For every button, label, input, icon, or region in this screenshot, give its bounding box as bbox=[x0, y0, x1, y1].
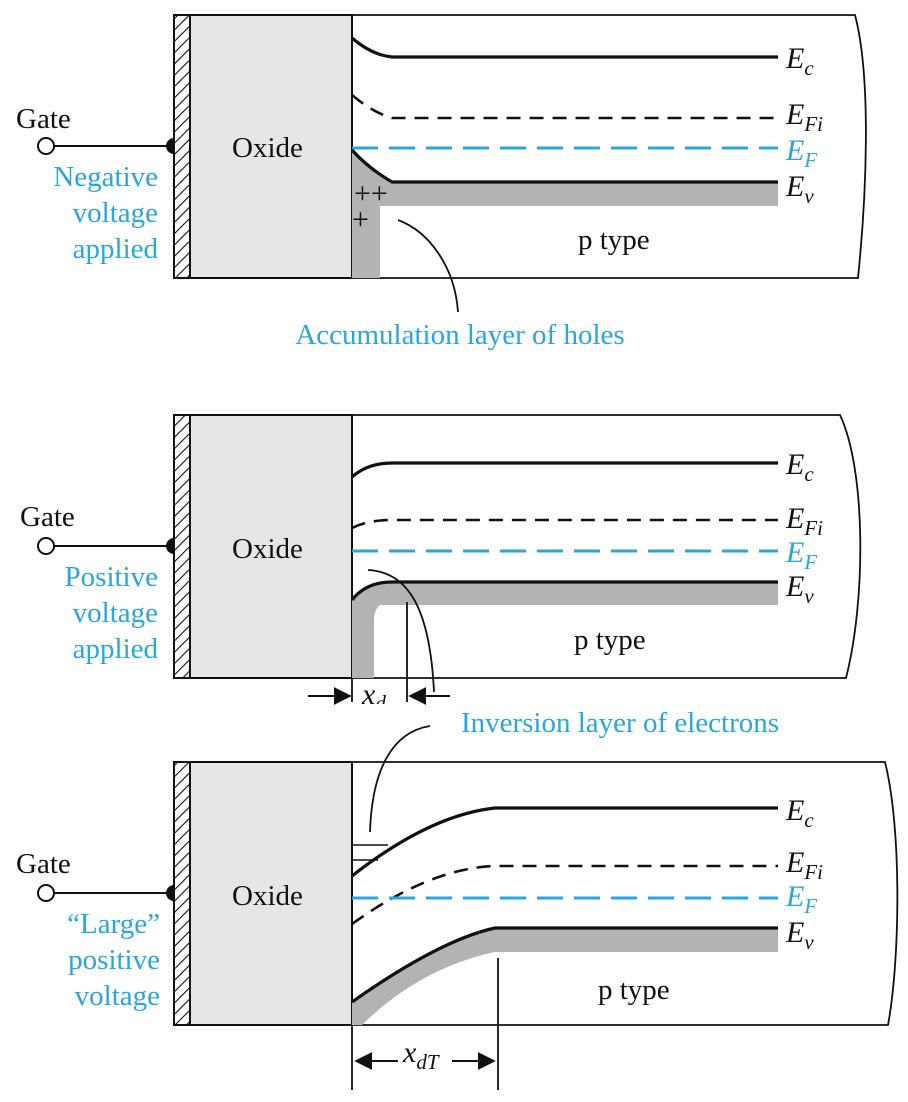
bias-label-line3: applied bbox=[73, 633, 159, 665]
semiconductor-outline bbox=[352, 414, 862, 679]
electron-pointer bbox=[367, 569, 435, 693]
semiconductor-type-label: p type bbox=[574, 624, 646, 656]
charge-marks-holes: ++ bbox=[354, 177, 388, 210]
gate-terminal bbox=[37, 884, 55, 902]
oxide-layer bbox=[189, 414, 353, 679]
ev-band-line bbox=[350, 580, 778, 602]
ef-label: EF bbox=[785, 880, 817, 918]
semiconductor-outline bbox=[352, 14, 867, 279]
gate-terminal bbox=[37, 537, 55, 555]
bias-label-line2: positive bbox=[68, 944, 160, 976]
oxide-label: Oxide bbox=[232, 880, 303, 912]
gate-terminal bbox=[37, 137, 55, 155]
efi-band-line bbox=[351, 94, 778, 120]
oxide-layer bbox=[189, 761, 353, 1026]
bias-label-line1: “Large” bbox=[67, 908, 160, 940]
accumulation-layer-shading bbox=[352, 150, 778, 278]
gate-label: Gate bbox=[16, 848, 71, 880]
inversion-callout-label: Inversion layer of electrons bbox=[461, 707, 779, 739]
oxide-label: Oxide bbox=[232, 533, 303, 565]
inversion-callout-leader bbox=[369, 725, 431, 833]
bias-label-line2: voltage bbox=[73, 597, 158, 629]
ec-band-line bbox=[350, 36, 778, 59]
semiconductor-type-label: p type bbox=[578, 224, 650, 256]
ef-label: EF bbox=[785, 536, 817, 574]
oxide-label: Oxide bbox=[232, 132, 303, 164]
ec-label: Ec bbox=[785, 448, 814, 486]
ec-label: Ec bbox=[785, 42, 814, 80]
xd-label-clip bbox=[356, 704, 416, 718]
gate-contact-dot bbox=[166, 138, 174, 154]
oxide-layer bbox=[189, 14, 353, 279]
xdt-label: xdT bbox=[402, 1036, 440, 1074]
accumulation-callout-label: Accumulation layer of holes bbox=[295, 319, 624, 351]
semiconductor-outline bbox=[352, 761, 899, 1026]
semiconductor-type-label: p type bbox=[598, 974, 670, 1006]
panel-accumulation: ++ + Gate Oxide Negative voltage applied… bbox=[16, 14, 867, 351]
ec-band-line bbox=[351, 806, 778, 878]
efi-label: EFi bbox=[785, 846, 823, 884]
ef-label: EF bbox=[785, 134, 817, 172]
gate-label: Gate bbox=[20, 501, 75, 533]
ev-band-line bbox=[350, 148, 778, 184]
ev-label: Ev bbox=[785, 170, 814, 208]
bias-label-line1: Negative bbox=[53, 161, 158, 193]
xd-label: xd bbox=[361, 678, 386, 715]
charge-mark-hole-lower: + bbox=[352, 203, 369, 236]
panel-inversion: Inversion layer of electrons Gate Oxide … bbox=[16, 707, 899, 1090]
efi-label: EFi bbox=[785, 502, 823, 540]
depletion-shading bbox=[352, 928, 778, 1025]
bias-label-line1: Positive bbox=[65, 561, 158, 593]
metal-gate bbox=[173, 761, 191, 1026]
gate-label: Gate bbox=[16, 103, 71, 135]
ec-label: Ec bbox=[785, 794, 814, 832]
efi-band-line bbox=[351, 518, 778, 530]
metal-gate bbox=[173, 414, 191, 679]
ev-label: Ev bbox=[785, 570, 814, 608]
panel-depletion: Gate Oxide Positive voltage applied p ty… bbox=[20, 414, 862, 718]
metal-gate bbox=[173, 14, 191, 279]
gate-contact-dot bbox=[166, 538, 174, 554]
ec-band-line bbox=[350, 461, 778, 479]
ev-label: Ev bbox=[785, 916, 814, 954]
bias-label-line3: voltage bbox=[75, 980, 160, 1012]
depletion-shading bbox=[352, 582, 778, 678]
gate-contact-dot bbox=[166, 885, 174, 901]
ev-band-line bbox=[351, 926, 778, 1004]
bias-label-line2: voltage bbox=[73, 197, 158, 229]
accumulation-callout-leader bbox=[397, 219, 459, 313]
bias-label-line3: applied bbox=[73, 233, 159, 265]
efi-label: EFi bbox=[785, 98, 823, 136]
efi-band-line bbox=[351, 864, 778, 926]
